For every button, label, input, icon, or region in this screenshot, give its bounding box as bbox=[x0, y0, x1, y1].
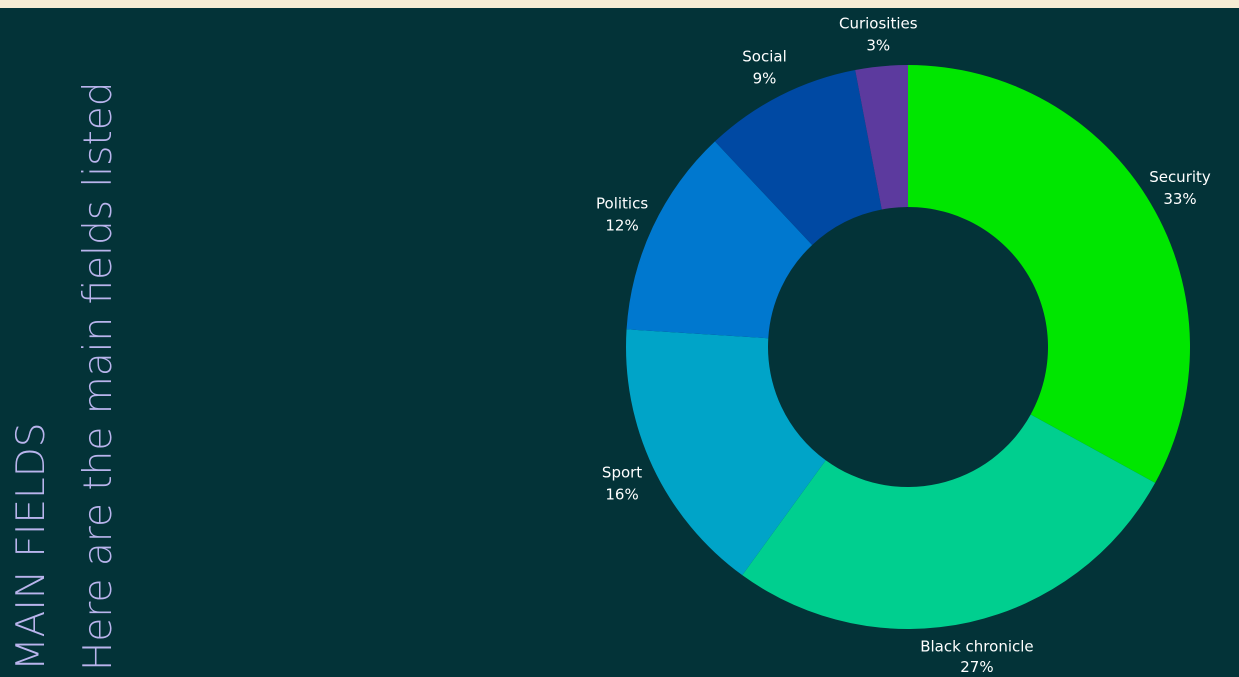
slice-value-label: 16% bbox=[605, 486, 638, 504]
slice-value-label: 9% bbox=[753, 69, 777, 87]
slice-value-label: 33% bbox=[1163, 190, 1196, 208]
donut-slice-sport bbox=[626, 329, 826, 576]
slice-label: Curiosities bbox=[839, 14, 918, 32]
donut-slice-security bbox=[908, 65, 1190, 483]
slice-value-label: 12% bbox=[605, 216, 638, 234]
donut-slice-social bbox=[714, 69, 882, 245]
top-strip bbox=[0, 0, 1239, 8]
slice-label: Social bbox=[742, 47, 786, 65]
slice-label: Security bbox=[1149, 168, 1211, 186]
slice-value-label: 3% bbox=[866, 36, 890, 54]
donut-slice-black-chronicle bbox=[742, 414, 1156, 629]
slice-label: Black chronicle bbox=[920, 637, 1033, 655]
slice-label: Sport bbox=[602, 464, 642, 482]
slice-label: Politics bbox=[596, 194, 648, 212]
donut-slice-curiosities bbox=[855, 65, 908, 210]
donut-slice-politics bbox=[626, 141, 813, 339]
slice-value-label: 27% bbox=[960, 658, 993, 676]
